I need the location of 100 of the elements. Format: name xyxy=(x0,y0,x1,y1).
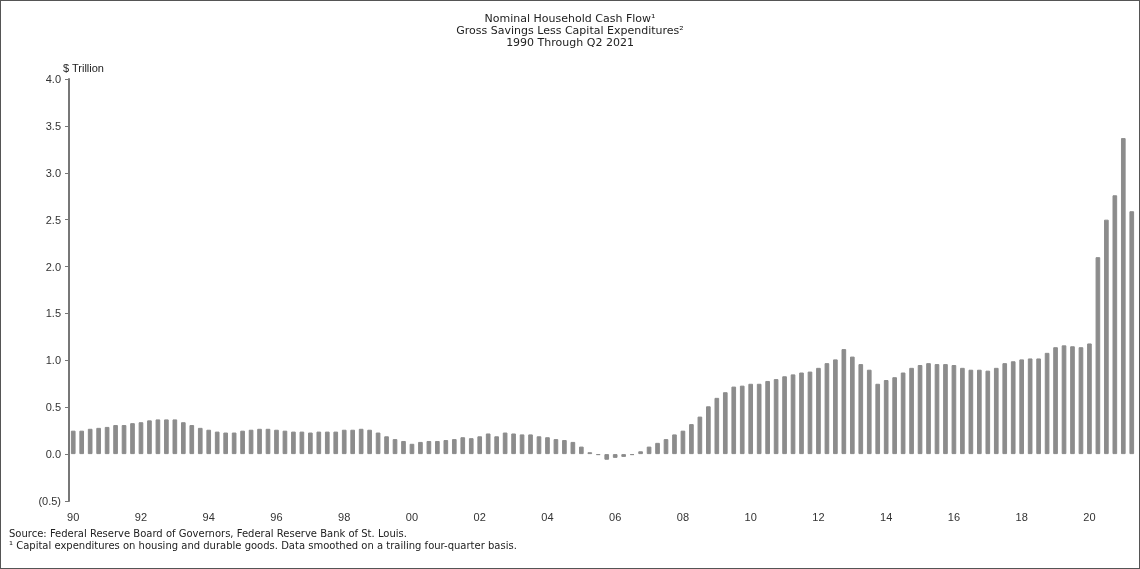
y-tick-label: 3.5 xyxy=(45,119,61,132)
bar xyxy=(926,363,931,455)
bar xyxy=(418,441,423,455)
bar xyxy=(147,420,152,455)
bar xyxy=(375,432,381,455)
chart-title: Nominal Household Cash Flow¹ xyxy=(484,11,656,25)
bar xyxy=(358,428,364,455)
bar xyxy=(341,429,347,455)
bar xyxy=(909,367,914,455)
bar xyxy=(291,431,296,455)
x-tick-label: 02 xyxy=(473,510,486,523)
y-tick-label: 1.5 xyxy=(45,307,61,320)
bar xyxy=(468,438,474,455)
bar xyxy=(164,419,169,455)
bar xyxy=(943,364,948,455)
x-tick-label: 20 xyxy=(1083,510,1096,523)
bar xyxy=(333,431,339,455)
bar xyxy=(180,422,186,455)
bar xyxy=(748,383,754,455)
y-tick-label: (0.5) xyxy=(38,495,61,507)
y-tick-label: 3.0 xyxy=(45,166,61,179)
bar xyxy=(324,431,330,455)
bar xyxy=(1070,346,1075,455)
x-tick-label: 90 xyxy=(67,510,80,523)
bar xyxy=(765,380,770,455)
bar xyxy=(1095,257,1101,455)
bar xyxy=(689,424,694,455)
y-tick-label: 4.0 xyxy=(45,73,61,85)
x-tick-label: 10 xyxy=(744,510,757,523)
bar xyxy=(756,383,762,455)
bar xyxy=(604,454,610,460)
bar xyxy=(282,430,288,455)
bar xyxy=(739,385,745,455)
bar xyxy=(1010,361,1016,455)
bar xyxy=(384,436,389,455)
bar xyxy=(553,439,559,455)
bar xyxy=(87,428,93,455)
bar xyxy=(392,439,398,455)
bar xyxy=(401,440,406,455)
bar xyxy=(1087,343,1092,455)
source-note: Source: Federal Reserve Board of Governors, Federal Reserve Bank of St. Louis. xyxy=(9,528,408,540)
bar xyxy=(731,386,737,455)
x-tick-label: 06 xyxy=(609,510,622,523)
bar xyxy=(130,423,135,455)
bar xyxy=(1129,211,1135,455)
bar xyxy=(460,437,466,455)
bar xyxy=(502,432,508,455)
bar xyxy=(722,392,728,455)
y-axis-title: $ Trillion xyxy=(63,62,104,75)
bar xyxy=(104,426,110,455)
text: ¹ Capital expenditures on housing and durable goods. Data smoothed on a trailing four-quarter basis. xyxy=(9,540,517,552)
bar xyxy=(113,425,118,455)
bar xyxy=(1053,347,1058,455)
bar xyxy=(248,429,254,455)
bar xyxy=(562,440,567,455)
x-tick-label: 12 xyxy=(812,510,825,523)
bar xyxy=(900,372,906,455)
x-tick-label: 96 xyxy=(270,510,283,523)
bar xyxy=(697,416,703,455)
bar xyxy=(214,431,220,455)
bar xyxy=(197,427,203,455)
bar xyxy=(1120,138,1126,455)
x-tick-label: 94 xyxy=(202,510,215,523)
y-tick-label: 2.5 xyxy=(45,213,61,226)
bar xyxy=(70,430,76,455)
bar xyxy=(1078,347,1084,455)
x-tick-label: 92 xyxy=(134,510,148,523)
bar xyxy=(612,454,618,458)
chart-subtitle: Gross Savings Less Capital Expenditures² 1990 Through Q2 2021 xyxy=(456,23,684,49)
bar xyxy=(824,363,830,455)
bar xyxy=(816,367,821,455)
bar xyxy=(951,365,957,455)
bar xyxy=(655,442,660,455)
y-tick-label: 0.5 xyxy=(45,401,61,414)
bar xyxy=(714,397,720,455)
bar xyxy=(350,429,356,455)
bar xyxy=(960,367,965,455)
bar xyxy=(1112,195,1118,455)
bar xyxy=(807,371,813,455)
bar xyxy=(841,349,847,455)
bar xyxy=(782,376,787,455)
bar xyxy=(519,434,525,455)
x-tick-label: 04 xyxy=(541,510,554,523)
bar xyxy=(858,364,864,455)
bar xyxy=(706,406,711,455)
bar xyxy=(1036,358,1041,455)
y-tick-label: 1.0 xyxy=(45,354,61,367)
bar xyxy=(477,436,483,455)
bar xyxy=(875,383,881,455)
bar xyxy=(1019,359,1025,455)
bar xyxy=(299,431,305,455)
bar xyxy=(833,359,838,455)
y-tick-label: 2.0 xyxy=(45,260,61,273)
bar xyxy=(883,380,889,455)
bar xyxy=(672,434,677,455)
bar xyxy=(240,430,245,455)
bar xyxy=(680,430,686,455)
bar xyxy=(545,437,550,455)
bar xyxy=(367,429,372,455)
bar xyxy=(189,425,195,455)
